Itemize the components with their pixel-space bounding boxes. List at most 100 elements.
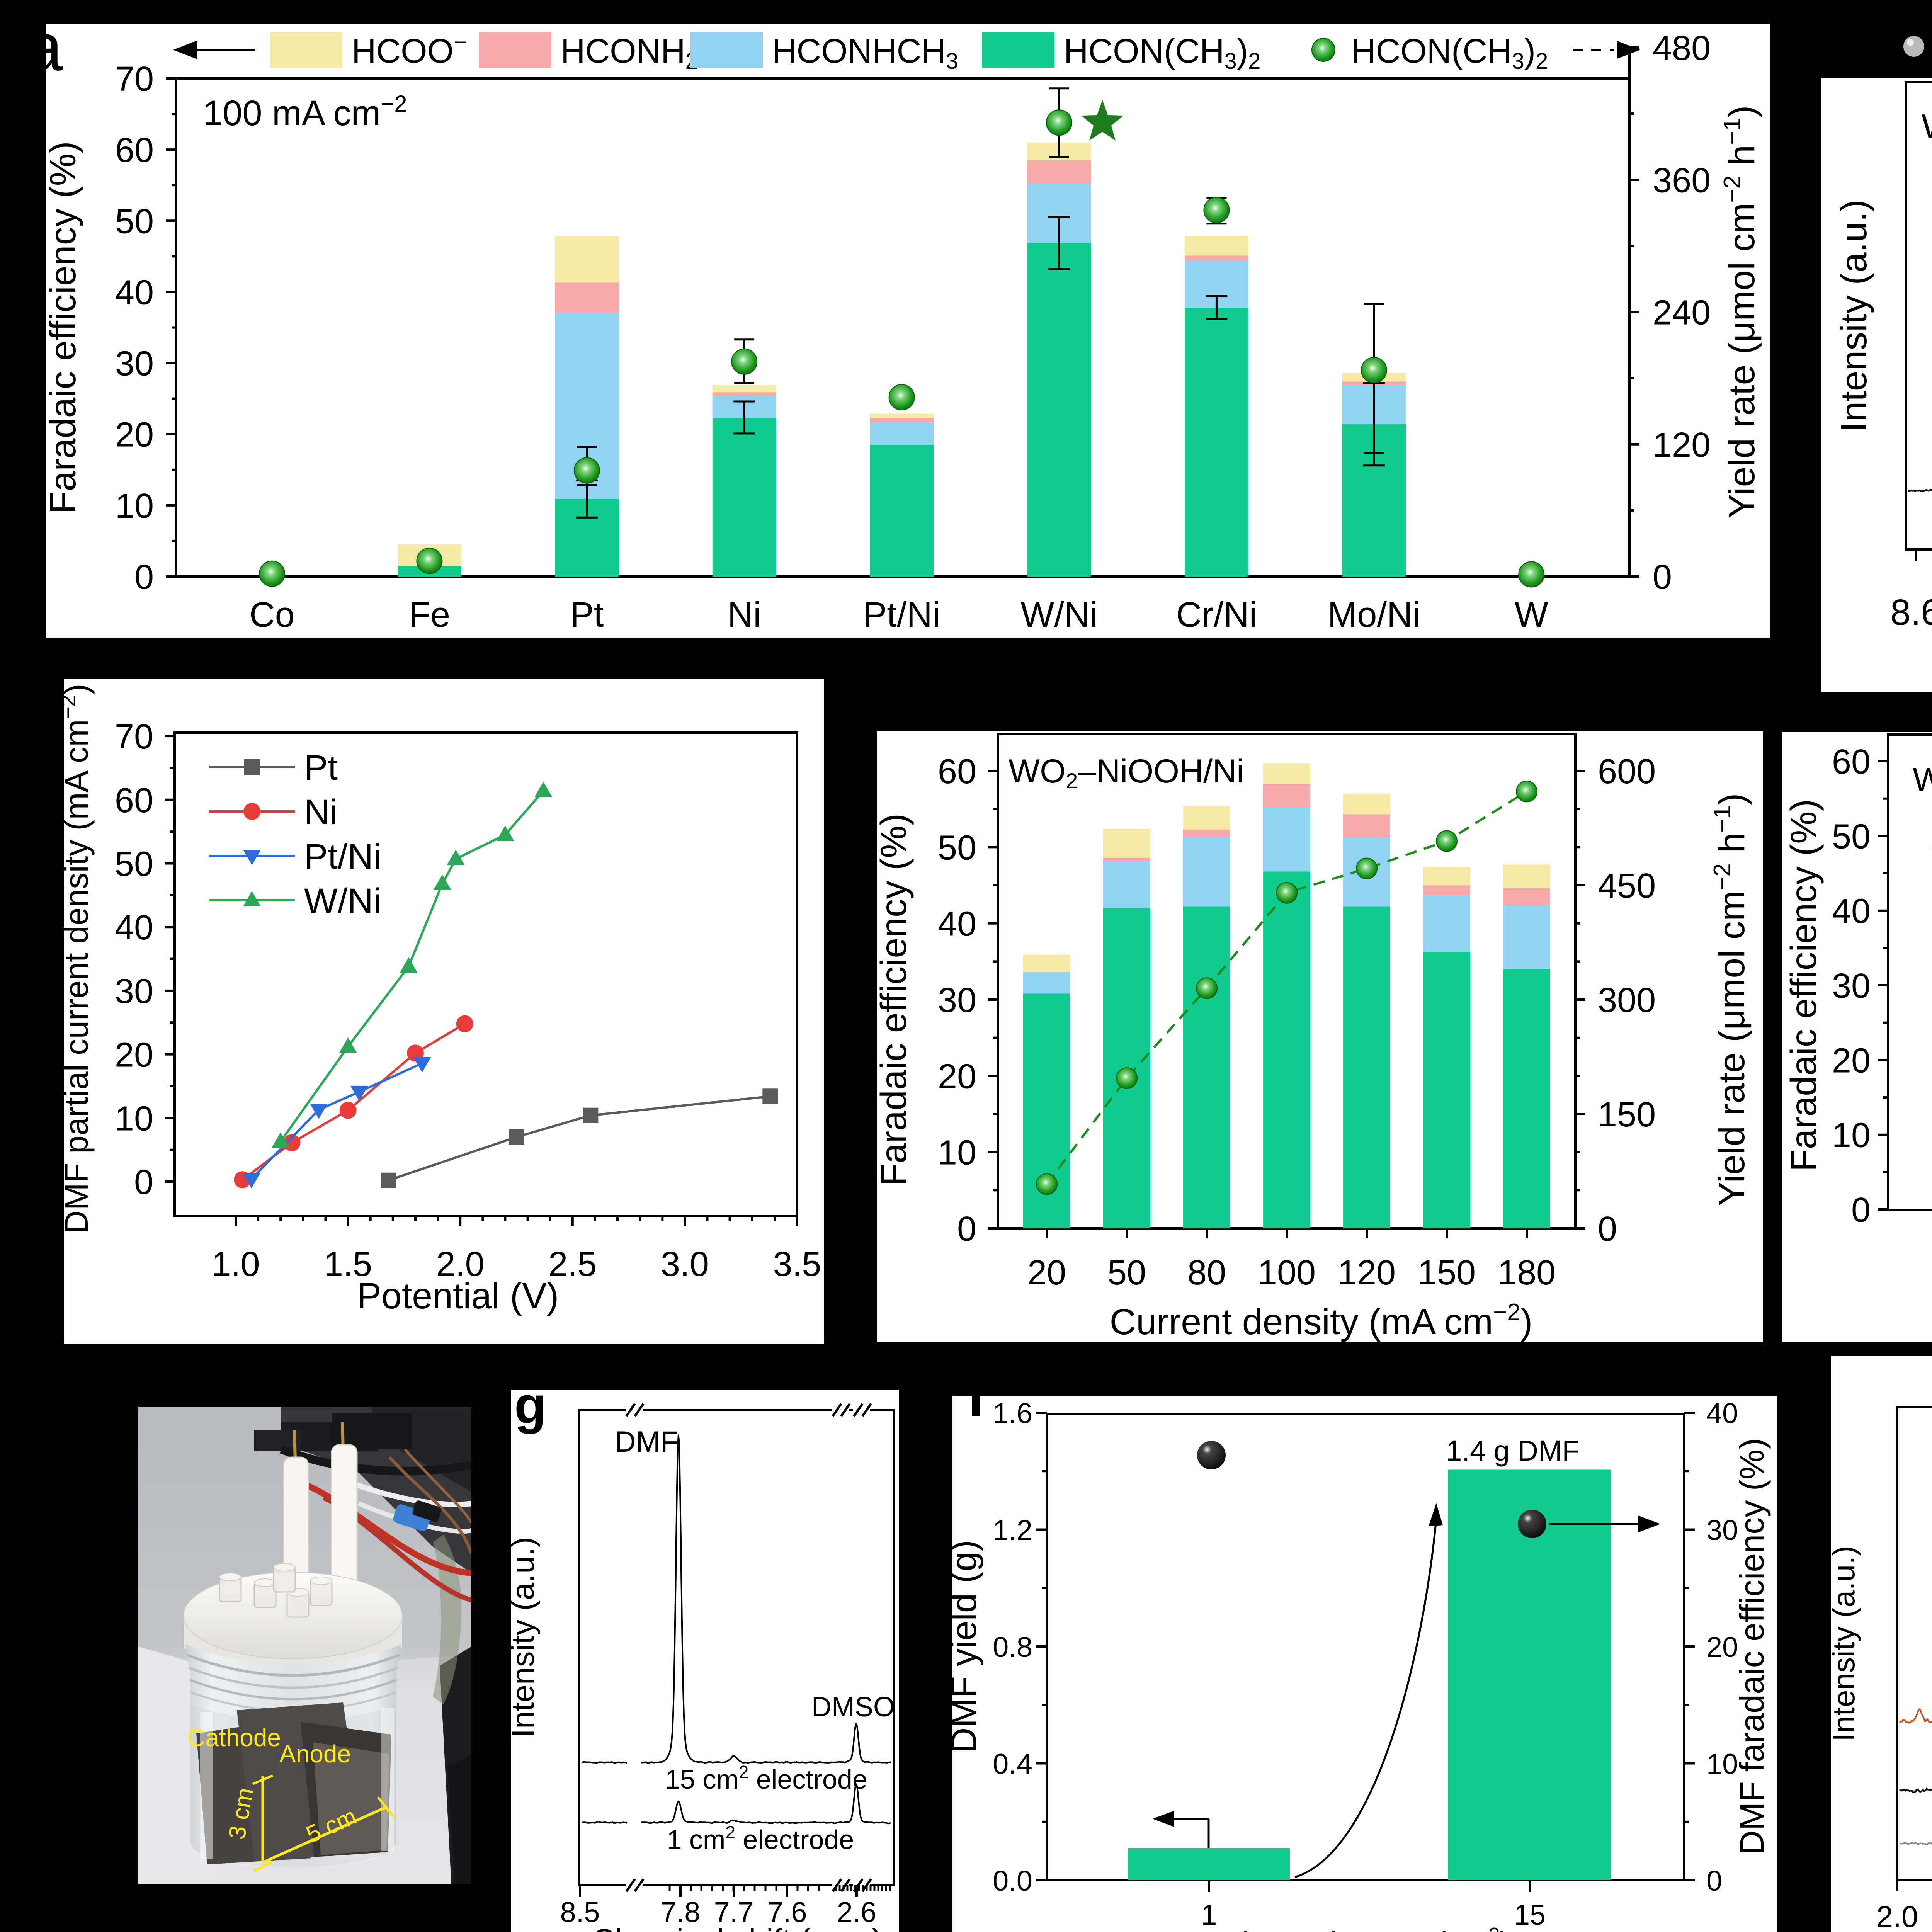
svg-text:1.4 g DMF: 1.4 g DMF bbox=[1446, 1435, 1579, 1467]
svg-text:15: 15 bbox=[1514, 1899, 1546, 1931]
svg-text:7.7: 7.7 bbox=[714, 1896, 754, 1928]
svg-text:Electrode area (cm2): Electrode area (cm2) bbox=[1221, 1923, 1510, 1932]
svg-text:8.5: 8.5 bbox=[560, 1896, 600, 1928]
svg-text:Faradaic efficiency (%): Faradaic efficiency (%) bbox=[1783, 799, 1824, 1172]
svg-text:DMF: DMF bbox=[615, 1425, 679, 1458]
svg-text:a: a bbox=[46, 24, 63, 85]
svg-text:7.8: 7.8 bbox=[661, 1896, 701, 1928]
svg-text:15 cm2 electrode: 15 cm2 electrode bbox=[665, 1762, 867, 1794]
svg-text:50: 50 bbox=[1832, 817, 1871, 856]
svg-text:40: 40 bbox=[115, 908, 153, 947]
svg-text:DMF yield (g): DMF yield (g) bbox=[952, 1540, 984, 1753]
svg-text:HCON(CH3)2: HCON(CH3)2 bbox=[1351, 32, 1548, 74]
svg-text:2.5: 2.5 bbox=[548, 1245, 597, 1284]
svg-text:20: 20 bbox=[115, 1036, 153, 1075]
svg-text:30: 30 bbox=[938, 981, 976, 1020]
svg-text:60: 60 bbox=[938, 752, 976, 791]
svg-text:20: 20 bbox=[115, 416, 154, 454]
svg-text:0: 0 bbox=[957, 1210, 976, 1248]
svg-text:40: 40 bbox=[115, 273, 154, 312]
svg-text:1 cm2 electrode: 1 cm2 electrode bbox=[667, 1822, 854, 1855]
svg-text:1: 1 bbox=[1201, 1899, 1217, 1931]
svg-text:0: 0 bbox=[1706, 1865, 1722, 1897]
svg-text:0.0: 0.0 bbox=[993, 1865, 1032, 1897]
svg-text:50: 50 bbox=[115, 845, 153, 884]
svg-text:Pt: Pt bbox=[304, 748, 338, 787]
svg-text:10: 10 bbox=[115, 1099, 153, 1138]
svg-text:7.6: 7.6 bbox=[767, 1896, 807, 1928]
svg-text:60: 60 bbox=[115, 781, 153, 820]
svg-text:0: 0 bbox=[1653, 558, 1672, 597]
svg-text:20: 20 bbox=[1027, 1253, 1066, 1292]
svg-text:10: 10 bbox=[1706, 1748, 1738, 1780]
svg-text:Chemical shift (ppm): Chemical shift (ppm) bbox=[592, 1923, 883, 1932]
svg-text:CH3CH2OH + HN(CH3)2: CH3CH2OH + HN(CH3)2 bbox=[1931, 1371, 1932, 1403]
svg-text:Faradaic efficiency (%): Faradaic efficiency (%) bbox=[46, 141, 83, 514]
svg-text:g: g bbox=[514, 1390, 546, 1434]
svg-text:50: 50 bbox=[1107, 1253, 1146, 1292]
svg-text:HCONH2: HCONH2 bbox=[561, 32, 698, 74]
svg-text:W/Ni: W/Ni bbox=[1020, 595, 1097, 634]
svg-text:20: 20 bbox=[1706, 1631, 1738, 1663]
svg-text:Mo/Ni: Mo/Ni bbox=[1328, 595, 1420, 634]
svg-text:Co: Co bbox=[249, 595, 295, 634]
svg-text:30: 30 bbox=[115, 345, 154, 383]
svg-text:Intensity (a.u.): Intensity (a.u.) bbox=[511, 1537, 541, 1738]
svg-text:HCON(CH3)2: HCON(CH3)2 bbox=[1064, 32, 1260, 74]
svg-text:Pt/Ni: Pt/Ni bbox=[304, 837, 381, 876]
svg-text:WO2–NiOOH/Ni: WO2–NiOOH/Ni bbox=[1913, 761, 1932, 801]
svg-text:180: 180 bbox=[1498, 1253, 1556, 1292]
svg-text:2.6: 2.6 bbox=[837, 1896, 877, 1928]
svg-text:Yield rate (μmol cm−2 h−1): Yield rate (μmol cm−2 h−1) bbox=[1719, 105, 1762, 519]
svg-text:W/Ni: W/Ni bbox=[304, 881, 381, 921]
svg-text:30: 30 bbox=[115, 972, 153, 1011]
svg-text:WO2–NiOOH/Ni: WO2–NiOOH/Ni bbox=[1922, 107, 1932, 149]
svg-text:0: 0 bbox=[134, 558, 154, 597]
svg-text:0: 0 bbox=[134, 1163, 153, 1202]
svg-text:70: 70 bbox=[115, 60, 154, 99]
svg-text:70: 70 bbox=[115, 718, 153, 756]
svg-text:480: 480 bbox=[1653, 29, 1711, 68]
svg-text:Ni: Ni bbox=[728, 595, 761, 634]
svg-text:1.0: 1.0 bbox=[211, 1245, 260, 1284]
svg-text:40: 40 bbox=[1706, 1397, 1738, 1429]
svg-text:80: 80 bbox=[1187, 1253, 1226, 1292]
svg-text:10: 10 bbox=[1832, 1116, 1871, 1155]
svg-text:16 h: 16 h bbox=[1929, 821, 1932, 855]
svg-text:Intensity (a.u.): Intensity (a.u.) bbox=[1833, 199, 1874, 432]
svg-text:10: 10 bbox=[115, 487, 154, 526]
svg-text:DMSO: DMSO bbox=[811, 1692, 895, 1723]
svg-text:100 mA cm−2: 100 mA cm−2 bbox=[203, 91, 407, 133]
svg-text:2.0: 2.0 bbox=[436, 1245, 485, 1284]
svg-text:Fe: Fe bbox=[409, 595, 450, 634]
svg-text:150: 150 bbox=[1418, 1253, 1476, 1292]
svg-text:10: 10 bbox=[938, 1134, 976, 1172]
svg-text:Intensity (a.u.): Intensity (a.u.) bbox=[1831, 1546, 1861, 1742]
svg-text:Current density (mA cm−2): Current density (mA cm−2) bbox=[1110, 1299, 1533, 1342]
svg-text:50: 50 bbox=[115, 202, 154, 241]
svg-text:0.8: 0.8 bbox=[993, 1631, 1032, 1663]
svg-text:Pt/Ni: Pt/Ni bbox=[863, 595, 940, 634]
svg-text:30: 30 bbox=[1832, 967, 1871, 1005]
svg-text:Yield rate (μmol cm−2 h−1): Yield rate (μmol cm−2 h−1) bbox=[1709, 793, 1752, 1206]
svg-text:3.0: 3.0 bbox=[661, 1245, 709, 1284]
svg-text:100: 100 bbox=[1258, 1253, 1316, 1292]
svg-text:Cathode: Cathode bbox=[187, 1724, 281, 1752]
svg-text:DMF faradaic efficiency (%): DMF faradaic efficiency (%) bbox=[1733, 1438, 1771, 1855]
svg-text:1.6: 1.6 bbox=[993, 1397, 1032, 1429]
svg-text:i: i bbox=[968, 1396, 984, 1428]
svg-text:Faradaic efficiency (%): Faradaic efficiency (%) bbox=[877, 813, 914, 1186]
svg-text:600: 600 bbox=[1598, 752, 1656, 791]
svg-text:20: 20 bbox=[1832, 1041, 1871, 1080]
svg-text:300: 300 bbox=[1598, 981, 1656, 1020]
svg-text:HCOO−: HCOO− bbox=[352, 30, 467, 70]
svg-text:150: 150 bbox=[1598, 1095, 1656, 1134]
svg-text:WO2–NiOOH/Ni: WO2–NiOOH/Ni bbox=[1009, 753, 1244, 793]
svg-text:40: 40 bbox=[1832, 892, 1871, 931]
svg-text:Potential (V): Potential (V) bbox=[357, 1276, 559, 1316]
svg-text:Anode: Anode bbox=[279, 1740, 351, 1768]
svg-text:50: 50 bbox=[938, 828, 976, 867]
svg-text:Ni: Ni bbox=[304, 793, 338, 832]
svg-text:120: 120 bbox=[1653, 426, 1711, 464]
svg-text:1.5: 1.5 bbox=[324, 1245, 372, 1284]
